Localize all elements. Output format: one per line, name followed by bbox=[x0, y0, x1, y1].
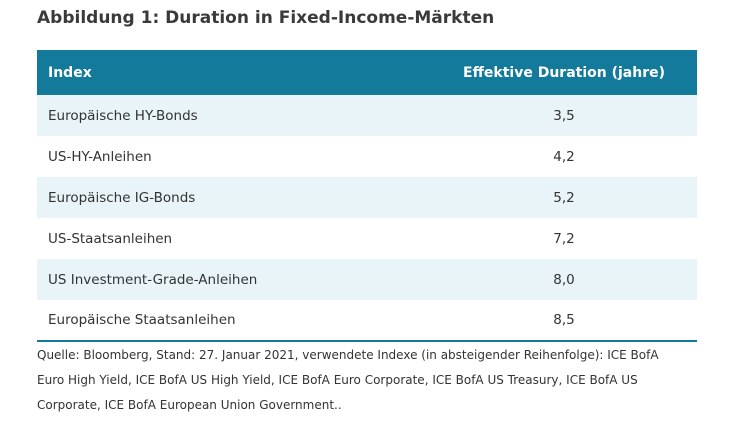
title: Abbildung 1: Duration in Fixed-Income-Mä… bbox=[37, 8, 495, 28]
index-name: US-HY-Anleihen bbox=[48, 148, 152, 165]
table-row: Europäische IG-Bonds 5,2 bbox=[37, 177, 697, 218]
column-header: Index bbox=[48, 64, 92, 81]
index-name: Europäische IG-Bonds bbox=[48, 189, 196, 206]
table-row: US-HY-Anleihen 4,2 bbox=[37, 136, 697, 177]
duration-value: 7,2 bbox=[553, 230, 575, 247]
table-header: Index Effektive Duration (jahre) bbox=[37, 50, 697, 95]
index-name: US Investment-Grade-Anleihen bbox=[48, 271, 258, 288]
index-name: Europäische Staatsanleihen bbox=[48, 312, 236, 328]
table-row: US-Staatsanleihen 7,2 bbox=[37, 218, 697, 259]
column-header: Effektive Duration (jahre) bbox=[463, 64, 665, 81]
table-body: Europäische HY-Bonds 3,5 US-HY-Anleihen 4,2… bbox=[37, 95, 697, 341]
duration-value: 8,0 bbox=[553, 271, 575, 288]
duration-value: 8,5 bbox=[553, 312, 575, 328]
table-row: Europäische Staatsanleihen 8,5 bbox=[37, 300, 697, 341]
duration-table: Index Effektive Duration (jahre) Europäi… bbox=[37, 50, 697, 342]
duration-value: 5,2 bbox=[553, 189, 575, 206]
header-row: Index Effektive Duration (jahre) bbox=[37, 50, 697, 95]
table-row: Europäische HY-Bonds 3,5 bbox=[37, 95, 697, 136]
index-name: US-Staatsanleihen bbox=[48, 230, 173, 247]
footnote: Quelle: Bloomberg, Stand: 27. Januar 202… bbox=[37, 348, 659, 412]
duration-value: 4,2 bbox=[553, 148, 575, 165]
index-name: Europäische HY-Bonds bbox=[48, 107, 198, 124]
table-row: US Investment-Grade-Anleihen 8,0 bbox=[37, 259, 697, 300]
duration-value: 3,5 bbox=[553, 107, 575, 124]
